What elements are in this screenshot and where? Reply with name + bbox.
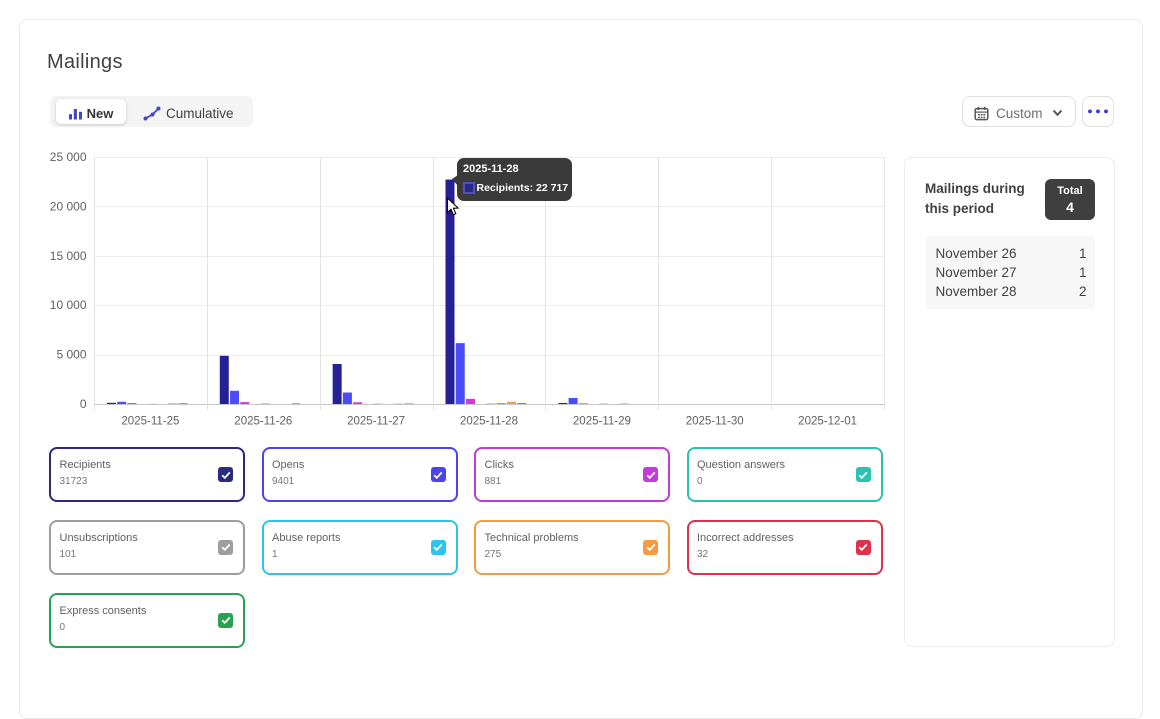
svg-text:2025-11-29: 2025-11-29 — [573, 416, 631, 428]
svg-text:2025-11-28: 2025-11-28 — [460, 416, 518, 428]
svg-text:25 000: 25 000 — [50, 150, 87, 164]
svg-text:2025-11-30: 2025-11-30 — [686, 416, 744, 428]
svg-text:20 000: 20 000 — [50, 199, 87, 213]
svg-text:5 000: 5 000 — [56, 348, 86, 362]
svg-text:10 000: 10 000 — [50, 298, 87, 312]
svg-text:2025-11-25: 2025-11-25 — [121, 416, 179, 428]
svg-text:2025-11-26: 2025-11-26 — [234, 416, 292, 428]
svg-text:2025-12-01: 2025-12-01 — [798, 416, 857, 428]
svg-text:2025-11-27: 2025-11-27 — [347, 416, 405, 428]
svg-text:15 000: 15 000 — [50, 249, 87, 263]
svg-text:0: 0 — [80, 397, 87, 411]
